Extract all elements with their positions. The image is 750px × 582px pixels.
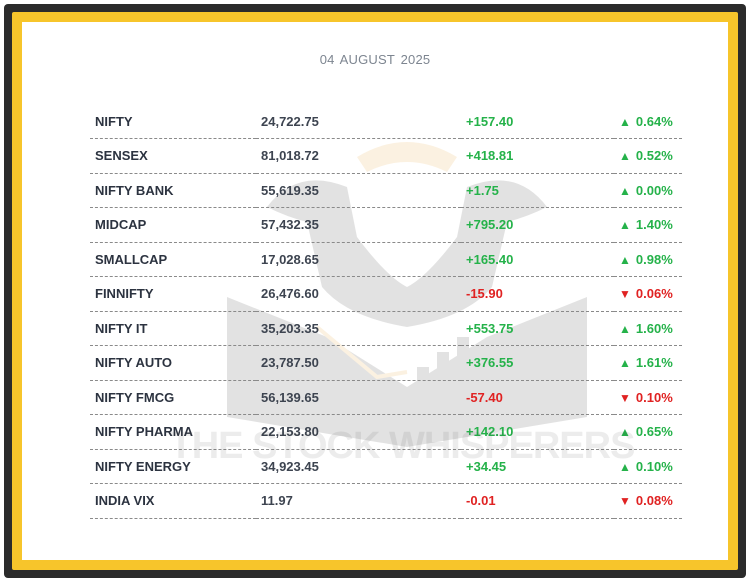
percent-value: 0.10% — [635, 389, 673, 405]
table-row: SMALLCAP 17,028.65 +165.40 ▲ 0.98% — [90, 242, 682, 277]
index-percent-change: ▼ 0.10% — [614, 380, 682, 415]
index-name: NIFTY — [90, 104, 256, 139]
index-percent-change: ▲ 0.65% — [614, 414, 682, 450]
table-row: NIFTY FMCG 56,139.65 -57.40 ▼ 0.10% — [90, 380, 682, 415]
yellow-border: 04 AUGUST 2025 NIFTY 24,722.75 +157.40 ▲ 0.6… — [12, 12, 738, 570]
table-row: NIFTY 24,722.75 +157.40 ▲ 0.64% — [90, 104, 682, 139]
index-change: -0.01 — [461, 483, 614, 519]
triangle-up-icon: ▲ — [619, 218, 631, 233]
index-percent-change: ▲ 0.00% — [614, 173, 682, 208]
index-price: 23,787.50 — [256, 345, 461, 381]
triangle-up-icon: ▲ — [619, 149, 631, 164]
triangle-down-icon: ▼ — [619, 390, 631, 405]
index-percent-change: ▼ 0.08% — [614, 483, 682, 519]
percent-value: 0.06% — [635, 286, 673, 302]
index-change: +165.40 — [461, 242, 614, 277]
percent-value: 0.65% — [635, 424, 673, 440]
index-price: 24,722.75 — [256, 104, 461, 139]
triangle-down-icon: ▼ — [619, 494, 631, 509]
table-row: FINNIFTY 26,476.60 -15.90 ▼ 0.06% — [90, 276, 682, 312]
percent-value: 0.10% — [635, 458, 673, 474]
index-percent-change: ▼ 0.06% — [614, 276, 682, 312]
triangle-up-icon: ▲ — [619, 321, 631, 336]
index-change: +142.10 — [461, 414, 614, 450]
index-price: 55,619.35 — [256, 173, 461, 208]
table-row: NIFTY IT 35,203.35 +553.75 ▲ 1.60% — [90, 311, 682, 346]
triangle-up-icon: ▲ — [619, 459, 631, 474]
table-row: NIFTY BANK 55,619.35 +1.75 ▲ 0.00% — [90, 173, 682, 208]
index-name: INDIA VIX — [90, 483, 256, 519]
percent-value: 0.08% — [635, 493, 673, 509]
index-percent-change: ▲ 0.98% — [614, 242, 682, 277]
triangle-up-icon: ▲ — [619, 425, 631, 440]
index-change: -15.90 — [461, 276, 614, 312]
index-percent-change: ▲ 0.10% — [614, 449, 682, 484]
table-row: SENSEX 81,018.72 +418.81 ▲ 0.52% — [90, 138, 682, 174]
index-percent-change: ▲ 1.60% — [614, 311, 682, 346]
percent-value: 0.00% — [635, 182, 673, 198]
index-change: +157.40 — [461, 104, 614, 139]
percent-value: 0.52% — [635, 148, 673, 164]
index-price: 81,018.72 — [256, 138, 461, 174]
index-name: NIFTY IT — [90, 311, 256, 346]
index-name: SENSEX — [90, 138, 256, 174]
table-row: NIFTY ENERGY 34,923.45 +34.45 ▲ 0.10% — [90, 449, 682, 484]
index-percent-change: ▲ 0.52% — [614, 138, 682, 174]
market-summary-card: 04 AUGUST 2025 NIFTY 24,722.75 +157.40 ▲ 0.6… — [22, 22, 728, 560]
index-name: NIFTY FMCG — [90, 380, 256, 415]
triangle-up-icon: ▲ — [619, 356, 631, 371]
index-change: +34.45 — [461, 449, 614, 484]
index-percent-change: ▲ 1.40% — [614, 207, 682, 243]
index-name: SMALLCAP — [90, 242, 256, 277]
index-price: 35,203.35 — [256, 311, 461, 346]
percent-value: 1.60% — [635, 320, 673, 336]
index-change: +1.75 — [461, 173, 614, 208]
table-row: NIFTY AUTO 23,787.50 +376.55 ▲ 1.61% — [90, 345, 682, 381]
index-price: 17,028.65 — [256, 242, 461, 277]
triangle-down-icon: ▼ — [619, 287, 631, 302]
outer-frame: 04 AUGUST 2025 NIFTY 24,722.75 +157.40 ▲ 0.6… — [4, 4, 746, 578]
index-price: 57,432.35 — [256, 207, 461, 243]
index-name: NIFTY BANK — [90, 173, 256, 208]
triangle-up-icon: ▲ — [619, 252, 631, 267]
index-change: +795.20 — [461, 207, 614, 243]
index-price: 11.97 — [256, 483, 461, 519]
index-name: FINNIFTY — [90, 276, 256, 312]
index-change: +418.81 — [461, 138, 614, 174]
percent-value: 1.40% — [635, 217, 673, 233]
index-name: MIDCAP — [90, 207, 256, 243]
index-name: NIFTY ENERGY — [90, 449, 256, 484]
index-name: NIFTY AUTO — [90, 345, 256, 381]
index-price: 22,153.80 — [256, 414, 461, 450]
index-price: 26,476.60 — [256, 276, 461, 312]
percent-value: 0.98% — [635, 251, 673, 267]
report-date: 04 AUGUST 2025 — [319, 52, 431, 67]
index-name: NIFTY PHARMA — [90, 414, 256, 450]
table-row: NIFTY PHARMA 22,153.80 +142.10 ▲ 0.65% — [90, 414, 682, 450]
index-change: +376.55 — [461, 345, 614, 381]
index-table: NIFTY 24,722.75 +157.40 ▲ 0.64% SENSEX 81,018.… — [90, 104, 682, 519]
table-row: INDIA VIX 11.97 -0.01 ▼ 0.08% — [90, 483, 682, 519]
index-price: 56,139.65 — [256, 380, 461, 415]
index-percent-change: ▲ 0.64% — [614, 104, 682, 139]
table-row: MIDCAP 57,432.35 +795.20 ▲ 1.40% — [90, 207, 682, 243]
watermark-text: THE STOCK WHISPERERS — [169, 425, 636, 467]
percent-value: 0.64% — [635, 113, 673, 129]
triangle-up-icon: ▲ — [619, 183, 631, 198]
percent-value: 1.61% — [635, 355, 673, 371]
triangle-up-icon: ▲ — [619, 114, 631, 129]
index-change: +553.75 — [461, 311, 614, 346]
index-percent-change: ▲ 1.61% — [614, 345, 682, 381]
index-price: 34,923.45 — [256, 449, 461, 484]
index-change: -57.40 — [461, 380, 614, 415]
